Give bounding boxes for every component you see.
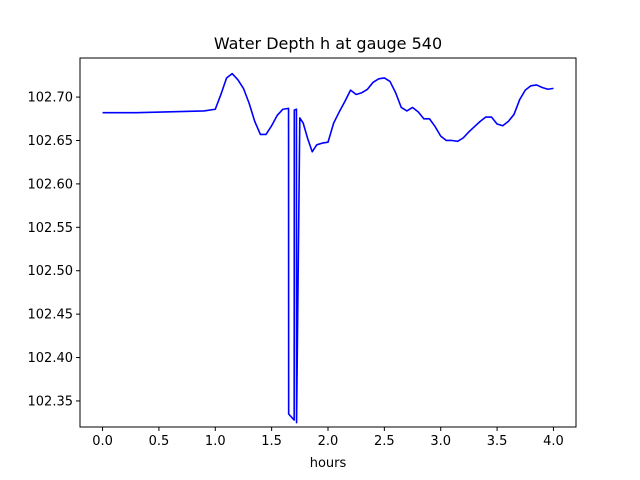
x-tick-label: 2.5 — [374, 434, 395, 449]
y-tick-label: 102.70 — [28, 91, 74, 106]
x-tick-label: 3.0 — [430, 434, 451, 449]
series-line-0 — [102, 72, 554, 424]
x-tick-label: 1.0 — [205, 434, 226, 449]
axes-frame — [79, 57, 577, 428]
x-tick-label: 0.5 — [149, 434, 170, 449]
x-tick-label: 0.0 — [92, 434, 113, 449]
x-tick-label: 4.0 — [543, 434, 564, 449]
x-axis-label: hours — [310, 456, 347, 471]
x-tick-label: 3.5 — [487, 434, 508, 449]
y-tick-label: 102.60 — [28, 177, 74, 192]
y-tick-label: 102.40 — [28, 351, 74, 366]
y-tick-label: 102.50 — [28, 264, 74, 279]
y-tick-label: 102.45 — [28, 308, 74, 323]
chart-title: Water Depth h at gauge 540 — [214, 34, 442, 53]
x-tick-label: 2.0 — [318, 434, 339, 449]
x-tick-label: 1.5 — [261, 434, 282, 449]
y-tick-label: 102.35 — [28, 394, 74, 409]
y-tick-label: 102.65 — [28, 134, 74, 149]
y-tick-label: 102.55 — [28, 221, 74, 236]
axis-ticks: 0.0 0.5 1.0 1.5 2.0 2.5 3.0 3.5 4.0 102.35 102.40 1… — [28, 91, 564, 449]
plot-area — [102, 72, 554, 424]
